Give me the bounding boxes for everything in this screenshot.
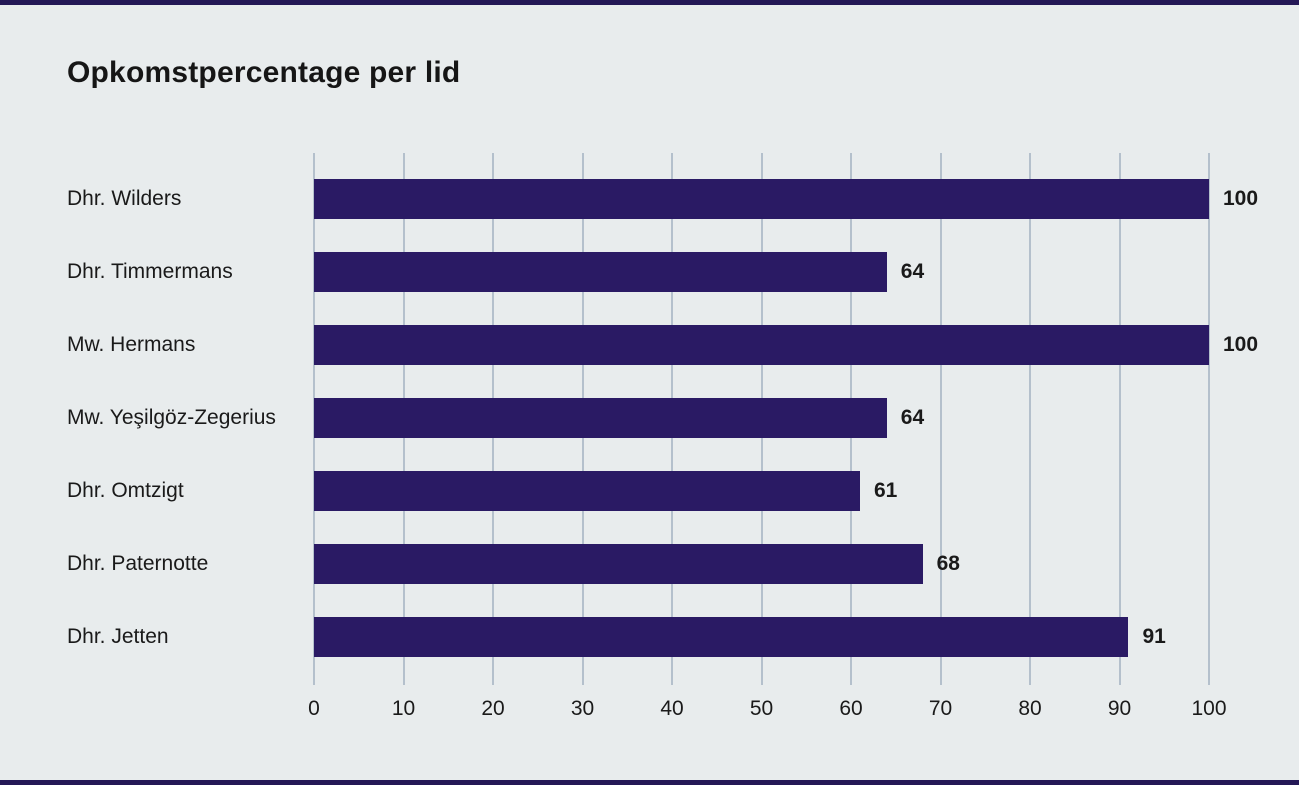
bar-2 bbox=[314, 252, 887, 292]
x-axis-tick-label: 40 bbox=[660, 697, 684, 720]
value-label: 61 bbox=[873, 479, 898, 502]
category-label: Mw. Hermans bbox=[67, 333, 196, 356]
x-axis-tick-label: 90 bbox=[1107, 697, 1132, 720]
bar-5 bbox=[314, 471, 860, 511]
bar-4 bbox=[314, 398, 887, 438]
bar-7 bbox=[314, 617, 1129, 657]
category-label: Dhr. Omtzigt bbox=[67, 479, 184, 502]
category-label: Dhr. Jetten bbox=[67, 625, 169, 648]
value-label: 64 bbox=[900, 406, 925, 429]
category-label: Mw. Yeşilgöz-Zegerius bbox=[67, 406, 276, 429]
x-axis-tick-label: 20 bbox=[481, 697, 505, 720]
x-axis-tick-label: 60 bbox=[839, 697, 863, 720]
x-axis-tick-label: 80 bbox=[1018, 697, 1042, 720]
gridline-x70 bbox=[939, 153, 942, 685]
x-axis-tick-label: 0 bbox=[308, 697, 320, 720]
top-edge-strip bbox=[0, 0, 1299, 5]
x-axis-tick-label: 50 bbox=[749, 697, 774, 720]
bar-1 bbox=[314, 179, 1209, 219]
bottom-edge-strip bbox=[0, 780, 1299, 785]
chart-title: Opkomstpercentage per lid bbox=[67, 56, 461, 89]
category-label: Dhr. Wilders bbox=[67, 187, 182, 210]
value-label: 100 bbox=[1223, 187, 1259, 210]
x-axis-tick-label: 10 bbox=[391, 697, 416, 720]
gridline-x80 bbox=[1029, 153, 1031, 685]
x-axis-tick-label: 30 bbox=[570, 697, 595, 720]
x-axis-tick-label: 70 bbox=[928, 697, 953, 720]
value-label: 100 bbox=[1223, 333, 1259, 356]
x-axis-tick-label: 100 bbox=[1191, 697, 1227, 720]
value-label: 68 bbox=[936, 552, 960, 575]
category-label: Dhr. Timmermans bbox=[67, 260, 233, 283]
value-label: 64 bbox=[900, 260, 925, 283]
value-label: 91 bbox=[1142, 625, 1166, 648]
category-label: Dhr. Paternotte bbox=[67, 552, 209, 575]
gridline-x90 bbox=[1118, 153, 1121, 685]
bar-6 bbox=[314, 544, 923, 584]
gridline-x100 bbox=[1208, 153, 1210, 685]
bar-3 bbox=[314, 325, 1209, 365]
